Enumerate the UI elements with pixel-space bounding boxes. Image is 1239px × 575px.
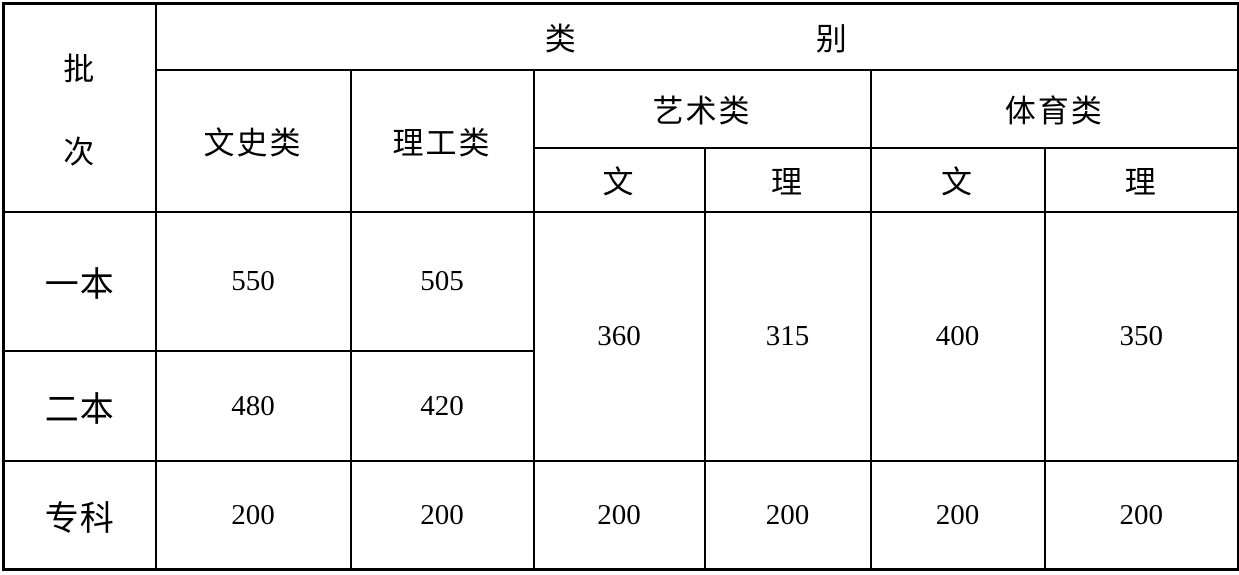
subheader-yishu-li: 理 <box>703 146 872 213</box>
cell-zhuanke-tiyu-li: 200 <box>1043 460 1239 571</box>
header-wenshi: 文史类 <box>154 68 352 213</box>
row-label-erben: 二本 <box>2 350 157 463</box>
cell-yiben-ligong: 505 <box>349 210 535 353</box>
row-yiben: 一本 550 505 360 315 400 350 <box>2 210 1239 463</box>
cell-merged-tiyu-wen: 400 <box>869 210 1046 463</box>
header-category: 类 别 <box>158 6 1237 68</box>
subheader-tiyu-li: 理 <box>1043 146 1239 213</box>
header-batch-line1: 批 <box>63 51 97 87</box>
cell-merged-yishu-wen: 360 <box>532 210 706 463</box>
cell-yiben-wenshi: 550 <box>154 210 352 353</box>
cell-merged-tiyu-li: 350 <box>1043 210 1239 463</box>
cell-erben-wenshi: 480 <box>154 350 352 463</box>
row-zhuanke: 专科 200 200 200 200 200 200 <box>2 460 1239 571</box>
row-label-yiben: 一本 <box>2 210 157 353</box>
cell-merged-yishu-li: 315 <box>703 210 872 463</box>
cell-zhuanke-wenshi: 200 <box>154 460 352 571</box>
header-ligong: 理工类 <box>349 68 535 213</box>
cell-zhuanke-tiyu-wen: 200 <box>869 460 1046 571</box>
subheader-yishu-wen: 文 <box>532 146 706 213</box>
cell-zhuanke-yishu-wen: 200 <box>532 460 706 571</box>
row-label-zhuanke: 专科 <box>2 460 157 571</box>
header-batch-line2: 次 <box>63 134 97 170</box>
header-category-cell: 类 别 <box>154 2 1239 71</box>
cell-zhuanke-yishu-li: 200 <box>703 460 872 571</box>
cell-zhuanke-ligong: 200 <box>349 460 535 571</box>
header-batch-cell: 批 次 <box>2 2 157 213</box>
header-yishu: 艺术类 <box>532 68 872 149</box>
header-batch: 批 次 <box>6 6 154 210</box>
subheader-tiyu-wen: 文 <box>869 146 1046 213</box>
header-category-part1: 类 <box>544 22 578 58</box>
cell-erben-ligong: 420 <box>349 350 535 463</box>
row-erben: 二本 480 420 <box>2 350 1239 463</box>
header-category-part2: 别 <box>815 22 849 58</box>
header-tiyu: 体育类 <box>869 68 1239 149</box>
